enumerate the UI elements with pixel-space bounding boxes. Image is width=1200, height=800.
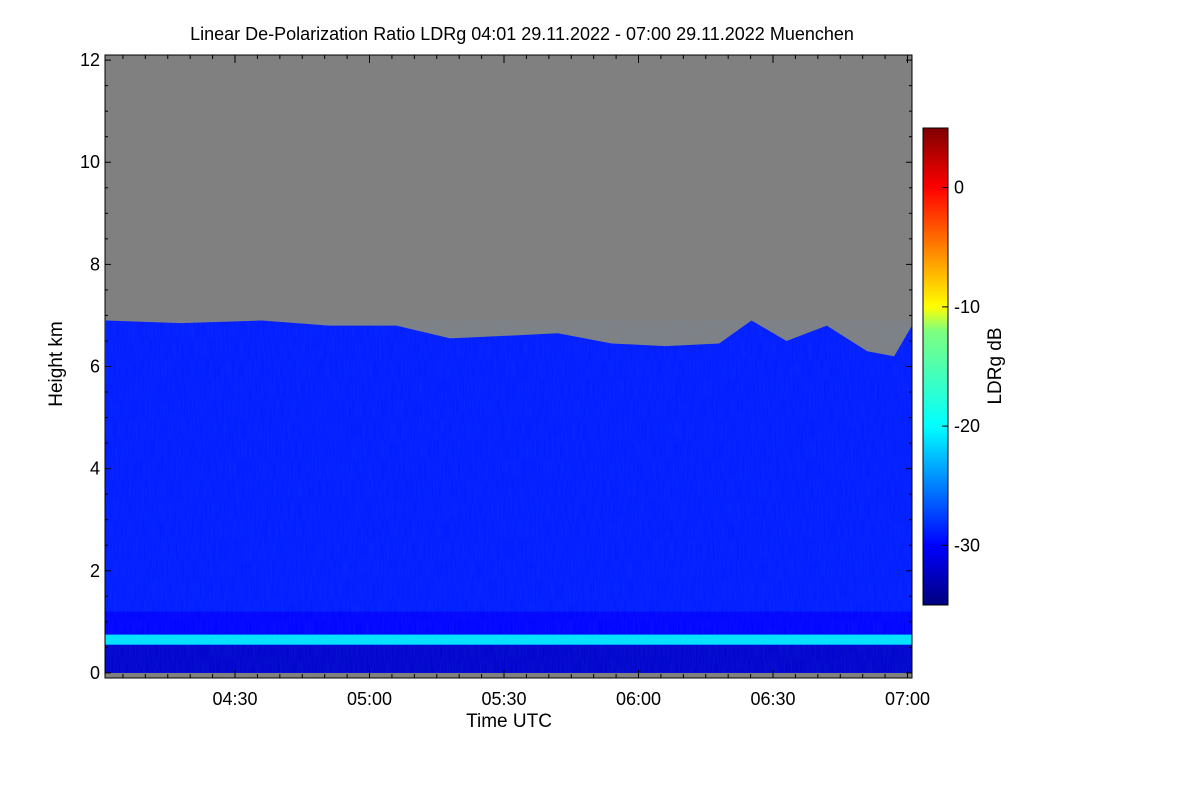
x-tick-label: 06:00	[616, 689, 661, 709]
y-tick-label: 10	[80, 152, 100, 172]
chart-title: Linear De-Polarization Ratio LDRg 04:01 …	[190, 24, 854, 44]
x-tick-label: 05:00	[347, 689, 392, 709]
colorbar-tick-label: -10	[954, 297, 980, 317]
colorbar-tick-label: -20	[954, 416, 980, 436]
y-tick-label: 2	[90, 561, 100, 581]
x-tick-label: 06:30	[750, 689, 795, 709]
colorbar-tick-label: -30	[954, 535, 980, 555]
signal-texture	[105, 320, 912, 673]
y-tick-label: 0	[90, 663, 100, 683]
y-axis: 0 2 4 6 8 10 12	[80, 50, 912, 683]
y-tick-label: 6	[90, 357, 100, 377]
x-axis-label: Time UTC	[466, 711, 552, 732]
y-tick-label: 8	[90, 254, 100, 274]
colorbar-axis: 0 -10 -20 -30	[942, 178, 980, 555]
x-tick-label: 05:30	[481, 689, 526, 709]
colorbar	[922, 127, 949, 606]
plot-area	[105, 55, 912, 678]
colorbar-tick-label: 0	[954, 178, 964, 198]
y-tick-label: 12	[80, 50, 100, 70]
y-axis-label: Height km	[46, 321, 67, 407]
colorbar-label: LDRg dB	[985, 327, 1006, 404]
y-tick-label: 4	[90, 459, 100, 479]
x-tick-label: 04:30	[212, 689, 257, 709]
x-tick-label: 07:00	[885, 689, 930, 709]
x-axis: 04:30 05:00 05:30 06:00 06:30 07:00	[122, 55, 930, 709]
